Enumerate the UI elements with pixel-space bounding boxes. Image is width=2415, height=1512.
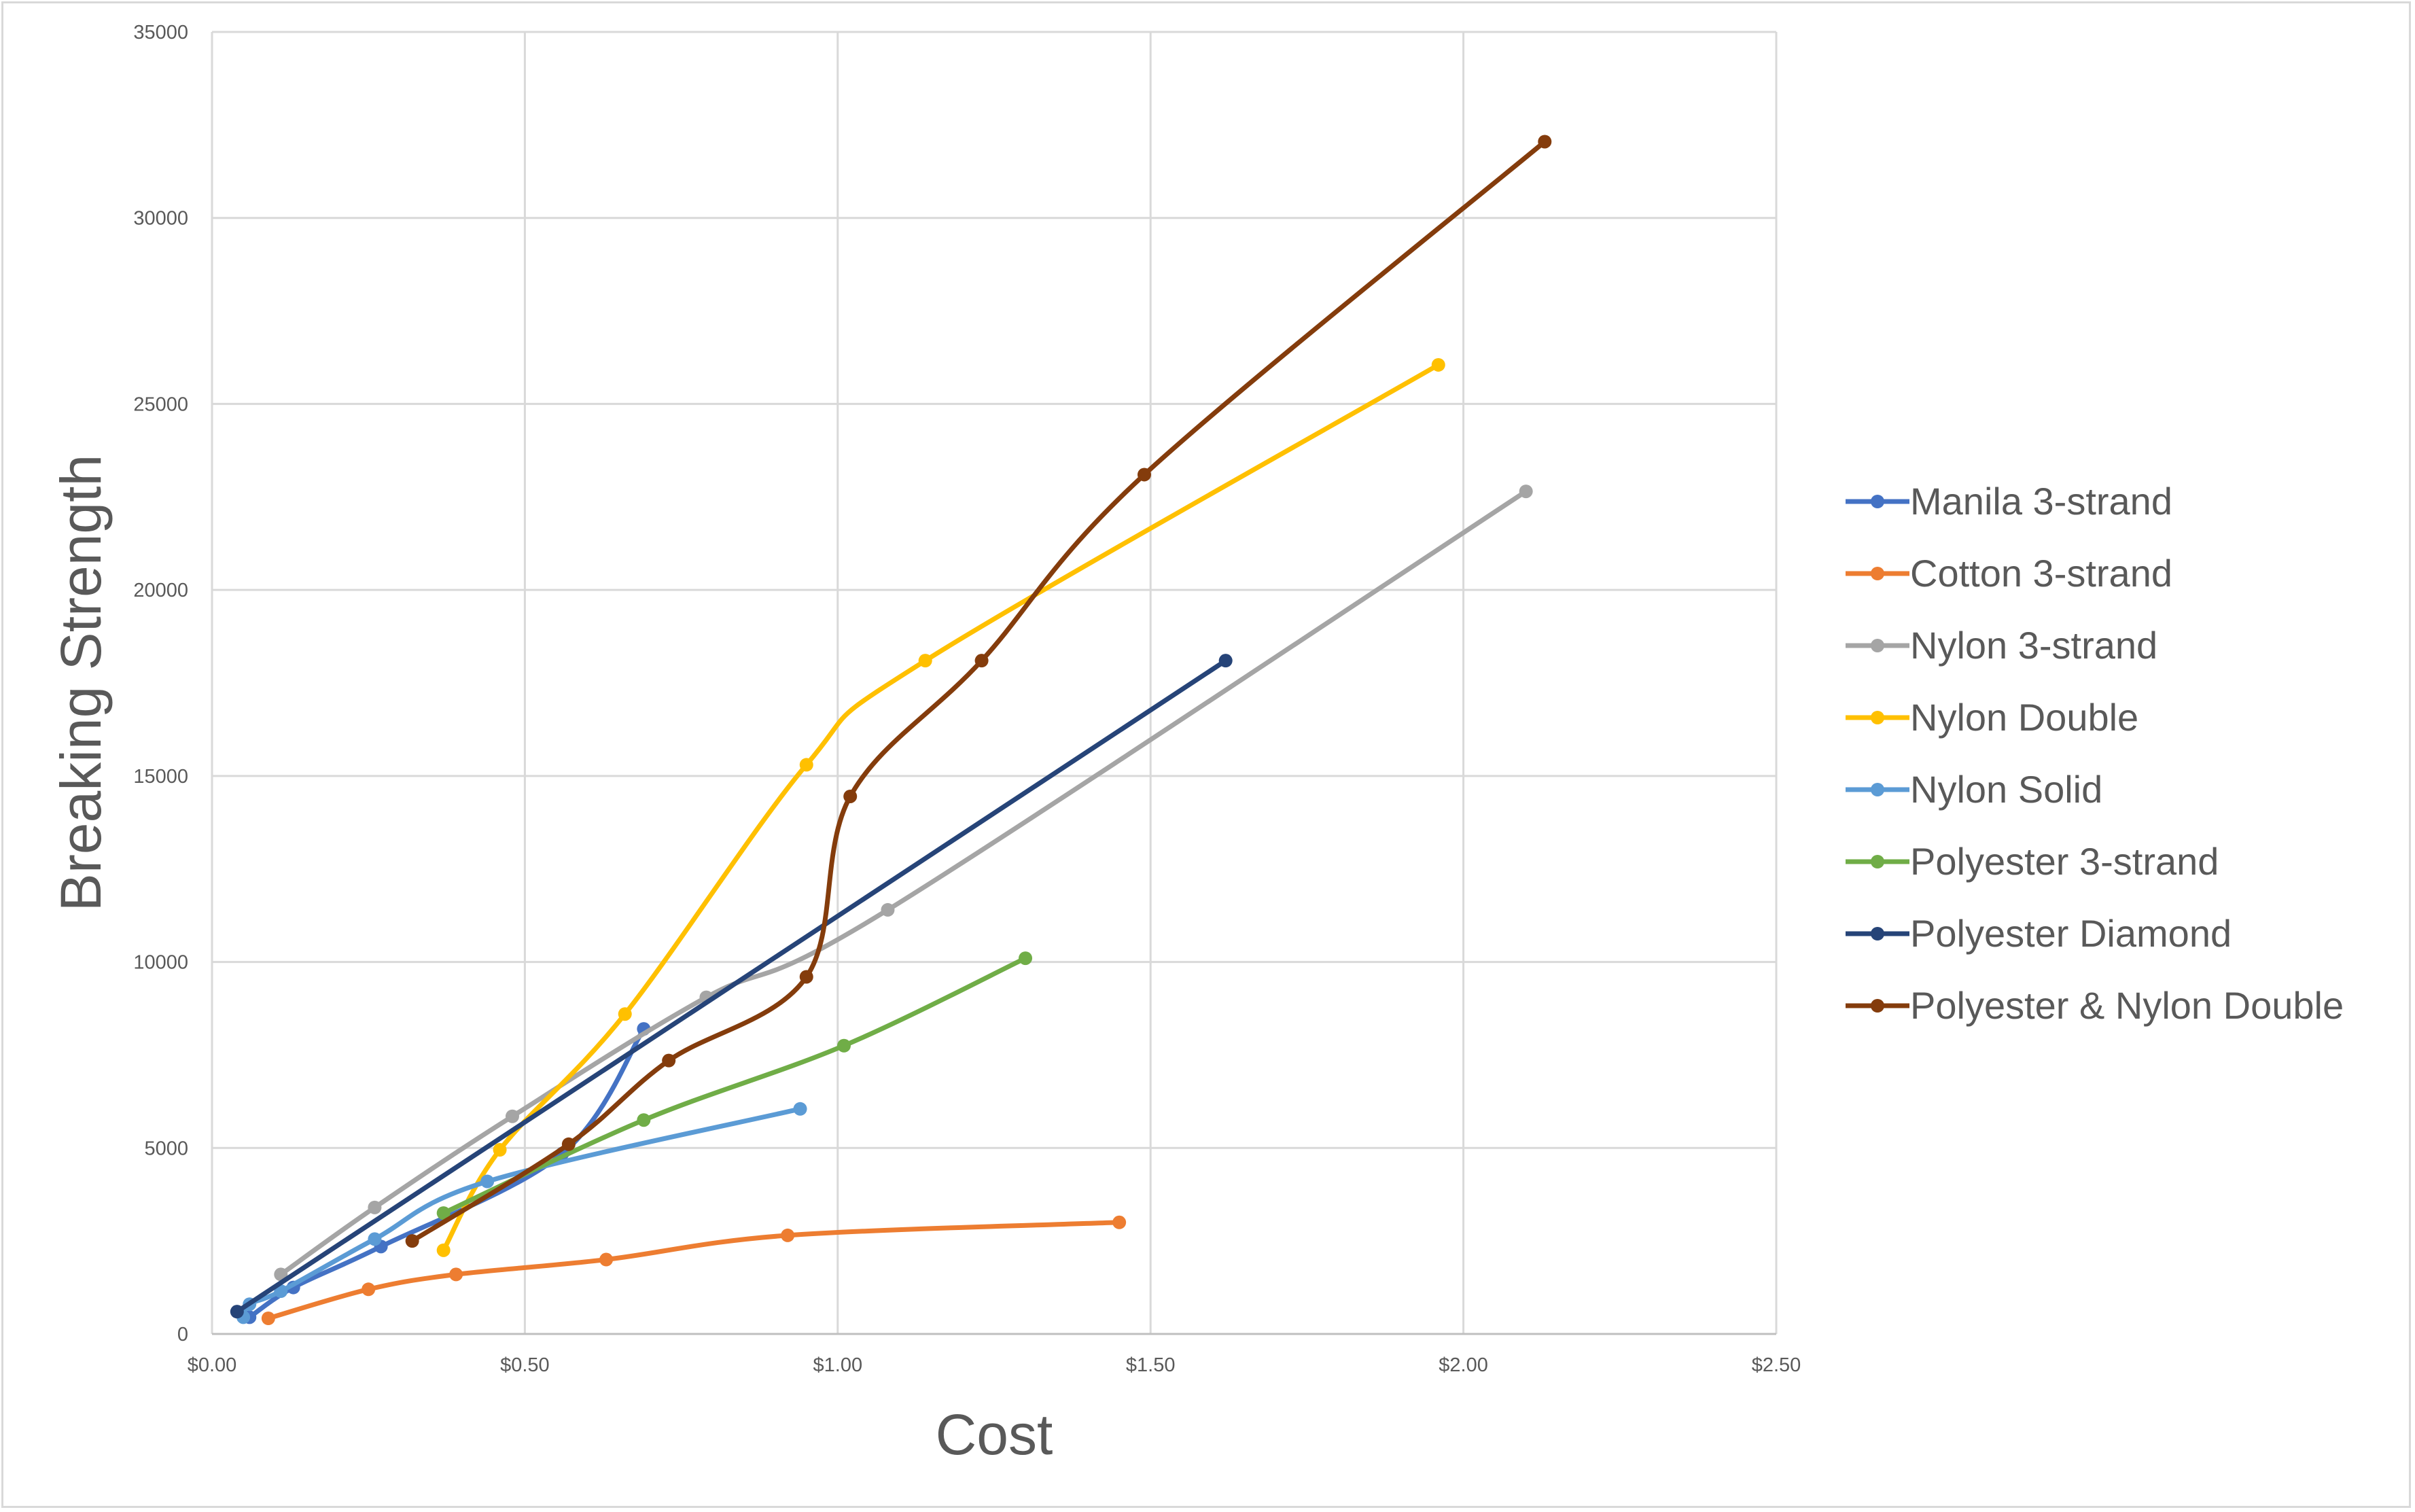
data-point	[781, 1228, 795, 1242]
data-point	[261, 1312, 275, 1326]
y-tick-label: 20000	[133, 580, 188, 601]
y-tick-label: 5000	[144, 1138, 188, 1159]
legend-item: Nylon Solid	[1846, 768, 2102, 811]
gridlines	[211, 31, 1778, 1335]
legend-item: Cotton 3-strand	[1846, 552, 2172, 595]
x-tick-label: $2.50	[1752, 1354, 1801, 1376]
legend-swatch-marker	[1871, 567, 1884, 580]
legend-item: Nylon 3-strand	[1846, 624, 2157, 667]
data-point	[637, 1113, 651, 1127]
series-nylon-3-strand	[274, 485, 1533, 1282]
data-point	[1431, 357, 1445, 372]
legend-item: Manila 3-strand	[1846, 480, 2172, 523]
data-point	[974, 654, 989, 668]
legend-label: Nylon Solid	[1910, 768, 2102, 811]
data-point	[599, 1252, 614, 1267]
data-point	[837, 1038, 851, 1053]
legend-swatch-marker	[1871, 711, 1884, 724]
x-tick-label: $1.00	[813, 1354, 863, 1376]
x-tick-label: $0.00	[188, 1354, 237, 1376]
data-point	[918, 654, 932, 668]
y-tick-label: 10000	[133, 952, 188, 974]
series-polyester-diamond	[230, 654, 1233, 1319]
tick-labels: $0.00 $0.50 $1.00 $1.50 $2.00 $2.50 0 5000 10000…	[133, 22, 1801, 1376]
data-point	[362, 1282, 376, 1297]
x-tick-label: $0.50	[500, 1354, 550, 1376]
data-point	[1019, 951, 1033, 966]
x-tick-label: $1.50	[1126, 1354, 1176, 1376]
legend-swatch-marker	[1871, 855, 1884, 868]
data-point	[505, 1109, 519, 1123]
legend-swatch-marker	[1871, 783, 1884, 796]
data-point	[436, 1243, 451, 1257]
legend-swatch-marker	[1871, 999, 1884, 1013]
y-tick-label: 15000	[133, 766, 188, 788]
data-point	[1519, 485, 1533, 499]
series-polyester-nylon-double	[405, 135, 1552, 1248]
series-lines	[230, 135, 1552, 1326]
data-point	[793, 1102, 807, 1116]
data-point	[1538, 135, 1552, 149]
y-tick-label: 25000	[133, 393, 188, 415]
legend-item: Polyester & Nylon Double	[1846, 984, 2344, 1027]
legend-label: Cotton 3-strand	[1910, 552, 2172, 595]
data-point	[368, 1232, 382, 1246]
y-axis-title: Breaking Strength	[49, 455, 113, 911]
legend-label: Polyester 3-strand	[1910, 840, 2219, 883]
data-point	[230, 1305, 244, 1319]
series-line	[410, 139, 1547, 1244]
data-point	[480, 1174, 495, 1189]
legend-item: Nylon Double	[1846, 696, 2138, 739]
data-point	[799, 758, 813, 772]
legend-label: Nylon 3-strand	[1910, 624, 2157, 667]
data-point	[799, 970, 813, 984]
y-tick-label: 0	[177, 1324, 188, 1346]
data-point	[493, 1143, 507, 1157]
x-tick-label: $2.00	[1439, 1354, 1488, 1376]
data-point	[881, 902, 895, 917]
data-point	[662, 1053, 676, 1068]
y-tick-label: 30000	[133, 208, 188, 230]
x-axis-title: Cost	[936, 1403, 1053, 1466]
series-line	[234, 658, 1229, 1314]
data-point	[368, 1200, 382, 1214]
data-point	[1112, 1215, 1127, 1229]
series-line	[241, 1106, 803, 1320]
data-point	[405, 1234, 419, 1248]
series-nylon-double	[436, 357, 1445, 1257]
data-point	[1218, 654, 1233, 668]
data-point	[618, 1007, 632, 1021]
series-cotton-3-strand	[261, 1215, 1127, 1326]
legend-label: Polyester Diamond	[1910, 912, 2232, 955]
data-point	[561, 1137, 576, 1151]
legend-swatch-marker	[1871, 927, 1884, 940]
series-line	[441, 362, 1441, 1253]
legend-label: Manila 3-strand	[1910, 480, 2172, 523]
legend-item: Polyester Diamond	[1846, 912, 2232, 955]
data-point	[436, 1206, 451, 1220]
legend-item: Polyester 3-strand	[1846, 840, 2219, 883]
legend: Manila 3-strand Cotton 3-strand Nylon 3-st…	[1846, 480, 2344, 1027]
legend-swatch-marker	[1871, 639, 1884, 652]
data-point	[449, 1267, 463, 1282]
series-line	[266, 1220, 1122, 1321]
y-tick-label: 35000	[133, 22, 188, 43]
series-nylon-solid	[236, 1102, 807, 1324]
legend-label: Polyester & Nylon Double	[1910, 984, 2344, 1027]
legend-swatch-marker	[1871, 495, 1884, 508]
legend-label: Nylon Double	[1910, 696, 2138, 739]
data-point	[843, 789, 858, 803]
data-point	[1137, 468, 1151, 482]
